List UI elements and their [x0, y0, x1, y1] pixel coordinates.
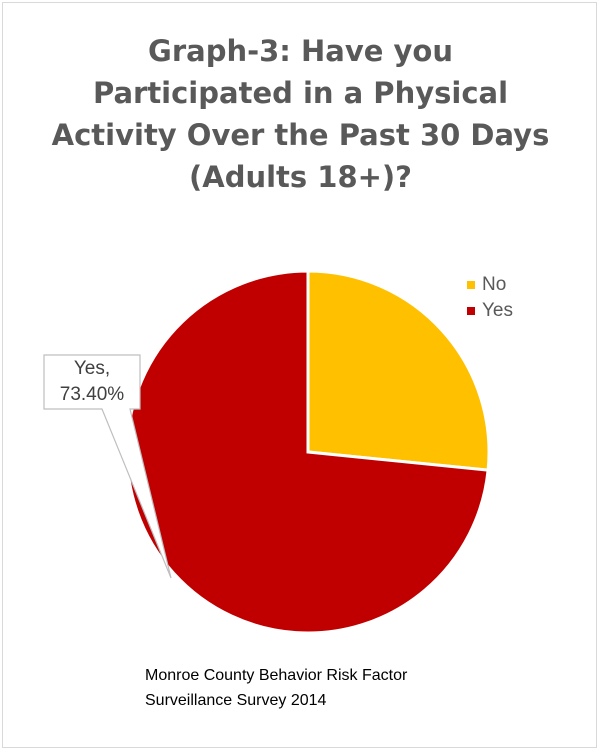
chart-title: Graph-3: Have you Participated in a Phys…	[0, 30, 601, 198]
legend-label-no: No	[482, 274, 507, 295]
data-label-line: 73.40%	[59, 384, 125, 405]
chart-title-line: Graph-3: Have you	[148, 34, 453, 68]
legend-label-yes: Yes	[482, 300, 513, 321]
legend-item-no: No	[467, 272, 513, 298]
legend-item-yes: Yes	[467, 298, 513, 324]
chart-title-line: Participated in a Physical	[92, 76, 509, 110]
data-label-yes: Yes, 73.40%	[44, 356, 140, 408]
legend-swatch-yes	[467, 307, 475, 315]
source-line: Surveillance Survey 2014	[145, 692, 327, 709]
chart-legend: No Yes	[467, 272, 513, 324]
data-label-line: Yes,	[73, 358, 111, 379]
source-note: Monroe County Behavior Risk Factor Surve…	[145, 663, 407, 713]
pie-slice-yes	[125, 269, 490, 635]
data-label-callout-box	[43, 354, 172, 579]
pie-slice-no	[306, 269, 491, 472]
legend-swatch-no	[467, 281, 475, 289]
source-line: Monroe County Behavior Risk Factor	[145, 667, 408, 684]
chart-title-line: Activity Over the Past 30 Days	[51, 118, 550, 152]
chart-title-line: (Adults 18+)?	[189, 160, 412, 194]
